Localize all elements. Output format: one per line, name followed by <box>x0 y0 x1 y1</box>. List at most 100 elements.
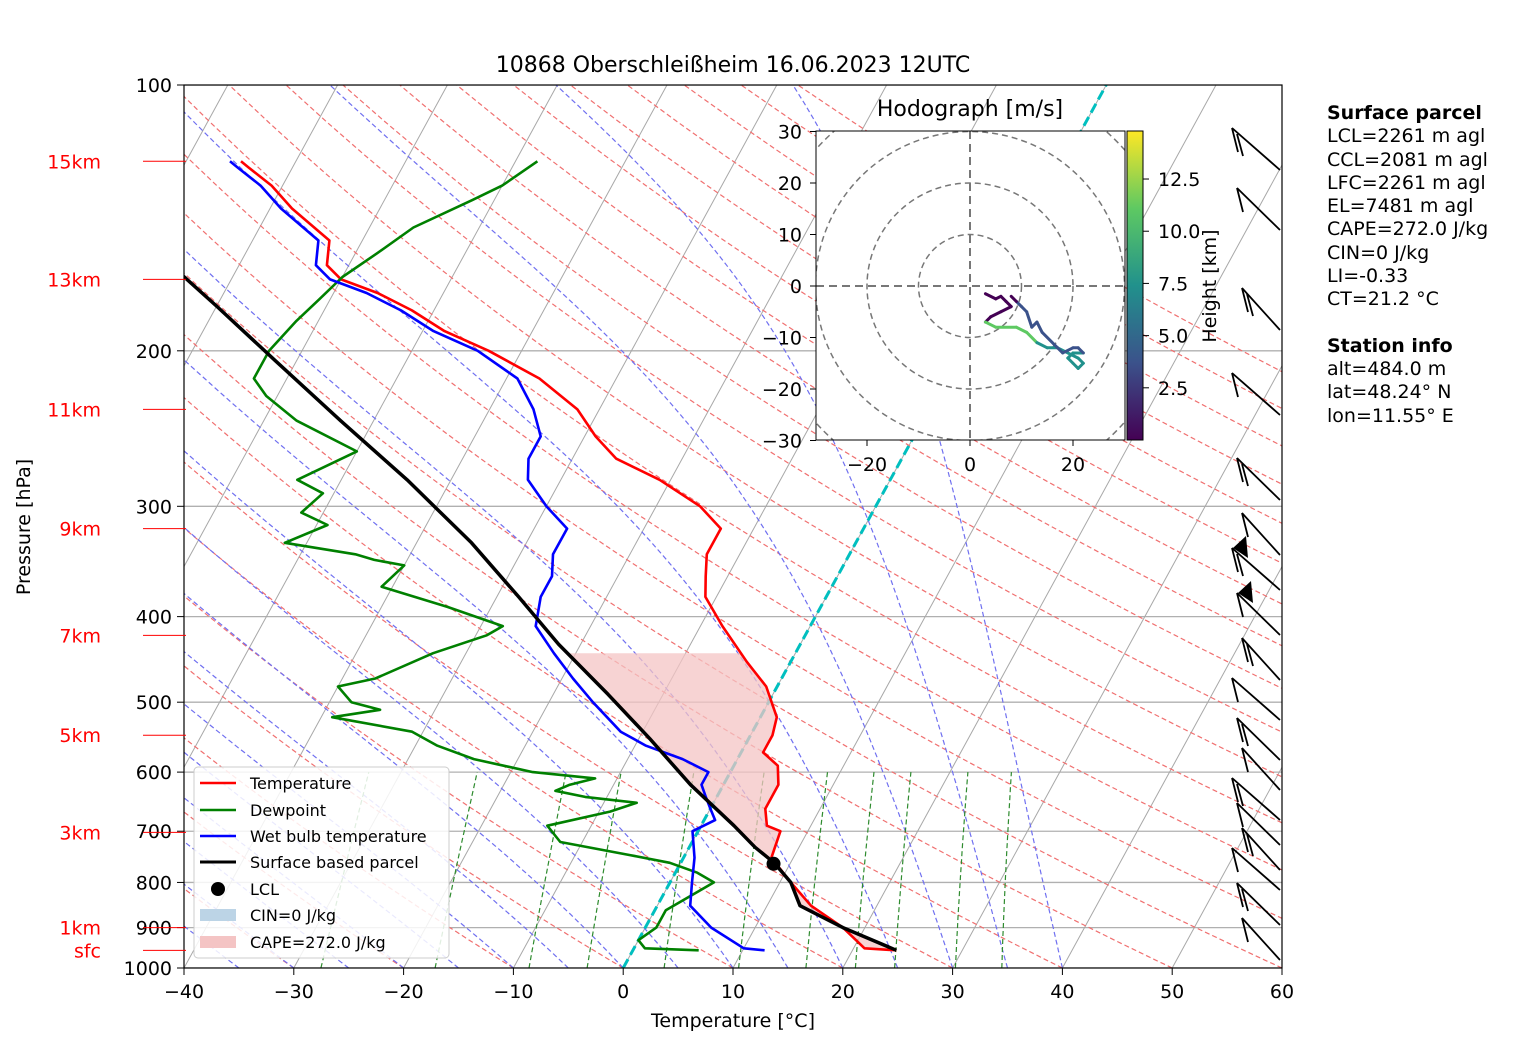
hodograph-x-tick-label: 20 <box>1061 454 1085 476</box>
y-tick-label: 100 <box>136 75 172 97</box>
mixing-ratio-line <box>663 772 695 968</box>
hodograph-title: Hodograph [m/s] <box>877 97 1063 122</box>
dry-adiabat <box>184 212 1282 919</box>
mixing-ratio-line <box>586 771 622 968</box>
moist-adiabat <box>184 650 569 968</box>
colorbar-tick-label: 10.0 <box>1158 221 1200 243</box>
wind-barb-pennant <box>1233 536 1248 558</box>
wind-barb <box>1236 187 1281 231</box>
moist-adiabat <box>184 359 789 968</box>
surface-parcel-li: LI=-0.33 <box>1327 265 1409 288</box>
legend-label-lcl: LCL <box>250 880 279 899</box>
legend-label-dewpoint: Dewpoint <box>250 801 326 820</box>
wind-barb <box>1241 747 1281 791</box>
wind-barb-flag <box>1231 677 1239 703</box>
legend-box <box>193 766 450 959</box>
y-tick-label: 900 <box>136 918 172 940</box>
wind-barb-flag <box>1241 637 1249 663</box>
mixing-ratio-line <box>954 772 969 968</box>
wind-barb <box>1236 592 1281 636</box>
isotherm-line <box>0 85 8 968</box>
wind-barb-flag <box>1236 783 1244 807</box>
hodograph-y-tick-label: −20 <box>762 379 802 401</box>
wind-barb-flag <box>1246 833 1254 857</box>
isotherm-line <box>403 85 888 968</box>
y-tick-label: 1000 <box>124 958 172 980</box>
moist-adiabat <box>184 526 679 968</box>
height-label: 9km <box>59 519 101 541</box>
wind-barb-flag <box>1231 547 1239 573</box>
legend-swatch-cape <box>200 936 236 948</box>
x-tick-label: 10 <box>721 981 745 1003</box>
hodograph-segment <box>1061 346 1075 355</box>
hodograph-segment <box>989 310 1003 319</box>
height-label: 7km <box>59 625 101 647</box>
height-label: 15km <box>47 151 101 173</box>
mixing-ratio-line <box>805 772 829 968</box>
moist-adiabat <box>184 450 734 968</box>
dry-adiabat <box>184 272 1282 968</box>
wind-barb-flag <box>1236 457 1244 483</box>
isotherm-line <box>1171 766 1282 968</box>
x-tick-label: 40 <box>1050 981 1074 1003</box>
y-tick-label: 600 <box>136 762 172 784</box>
hodograph-ring <box>917 233 1023 339</box>
height-label: 3km <box>59 822 101 844</box>
wind-barb-flag <box>1231 372 1239 398</box>
wind-barb <box>1231 777 1281 821</box>
hodograph-y-tick-label: 30 <box>778 122 802 144</box>
wind-barb-flag <box>1241 917 1249 943</box>
x-tick-label: 0 <box>617 981 629 1003</box>
isotherm-line <box>184 85 448 568</box>
hodograph-y-tick-label: −10 <box>762 328 802 350</box>
y-tick-label: 800 <box>136 872 172 894</box>
surface-parcel-el: EL=7481 m agl <box>1327 195 1474 218</box>
wind-barb-flag <box>1241 827 1249 853</box>
dry-adiabat <box>184 595 734 968</box>
hodograph-segment <box>1025 310 1034 329</box>
wind-barb-flag <box>1241 747 1249 773</box>
wind-barb-flag <box>1241 463 1249 487</box>
y-tick-label: 400 <box>136 607 172 629</box>
y-tick-label: 500 <box>136 692 172 714</box>
dry-adiabat <box>184 527 844 968</box>
wind-barb-flag <box>1241 723 1249 747</box>
wind-barb-flag <box>1241 888 1249 912</box>
x-axis-label: Temperature [°C] <box>650 1010 815 1032</box>
x-tick-label: 50 <box>1160 981 1184 1003</box>
isotherm-line <box>842 164 1282 968</box>
surface-parcel-lcl: LCL=2261 m agl <box>1327 125 1486 148</box>
lcl-marker <box>766 856 781 871</box>
colorbar-tick-label: 5.0 <box>1158 326 1188 348</box>
wind-barb-flag <box>1241 512 1249 538</box>
legend-label-cape: CAPE=272.0 J/kg <box>250 933 386 952</box>
wind-barb-flag <box>1241 287 1249 313</box>
mixing-ratio-line <box>894 772 912 968</box>
isotherm-line <box>952 364 1282 968</box>
x-tick-label: −20 <box>384 981 424 1003</box>
hodograph-y-tick-label: 0 <box>790 276 802 298</box>
wind-barb-flag <box>1236 187 1244 213</box>
height-label: 13km <box>47 269 101 291</box>
wind-barb <box>1241 637 1281 681</box>
colorbar-tick-label: 12.5 <box>1158 169 1200 191</box>
hodograph-segment <box>1035 320 1044 334</box>
wind-barb <box>1241 287 1281 331</box>
surface-parcel-cin: CIN=0 J/kg <box>1327 241 1430 264</box>
legend-marker-lcl <box>211 882 225 896</box>
x-tick-label: 30 <box>941 981 965 1003</box>
hodograph-segment <box>1009 294 1018 303</box>
wind-barb <box>1236 717 1281 761</box>
y-tick-label: 200 <box>136 341 172 363</box>
surface-parcel-title: Surface parcel <box>1327 102 1482 124</box>
moist-adiabat <box>329 85 954 968</box>
surface-parcel-lfc: LFC=2261 m agl <box>1327 171 1486 194</box>
wind-barb-flag <box>1236 802 1244 828</box>
cape-shading <box>566 653 897 951</box>
wind-barb <box>1231 127 1281 171</box>
station-lon: lon=11.55° E <box>1327 404 1454 427</box>
wind-barb-flag <box>1231 847 1239 873</box>
wind-barb-flag <box>1246 293 1254 317</box>
colorbar-tick-label: 2.5 <box>1158 378 1188 400</box>
